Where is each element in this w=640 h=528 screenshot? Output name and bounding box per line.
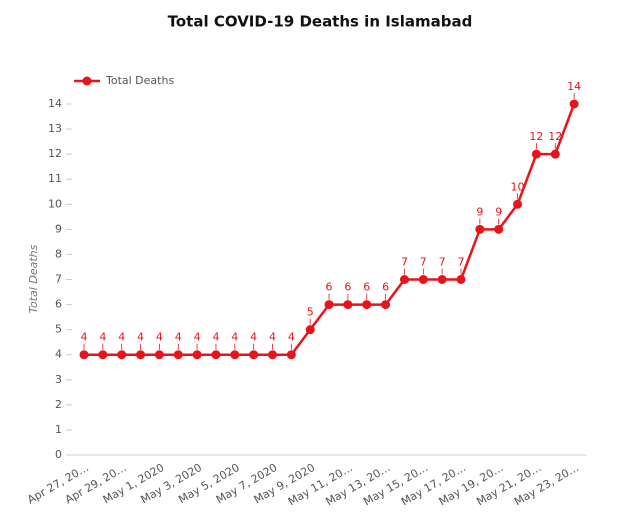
x-tick-label: May 23, 20… <box>512 461 581 508</box>
point <box>343 300 353 310</box>
point <box>324 300 334 310</box>
y-tick-label: 10 <box>48 197 62 210</box>
value-label: 10 <box>511 180 525 193</box>
point <box>136 350 146 360</box>
y-tick-label: 11 <box>48 172 62 185</box>
point <box>79 350 89 360</box>
value-label: 4 <box>175 331 182 344</box>
point <box>418 275 428 284</box>
point <box>192 350 202 360</box>
value-label: 14 <box>567 80 581 93</box>
value-label: 4 <box>212 331 219 344</box>
value-label: 4 <box>250 331 257 344</box>
value-label: 6 <box>326 281 333 294</box>
point <box>249 350 259 360</box>
y-tick-label: 4 <box>55 348 62 361</box>
chart-title: Total COVID-19 Deaths in Islamabad <box>168 13 473 31</box>
point <box>569 99 579 109</box>
value-label: 4 <box>81 331 88 344</box>
y-tick-label: 3 <box>55 373 62 386</box>
point <box>437 275 447 284</box>
point <box>362 300 372 310</box>
y-tick-label: 1 <box>55 423 62 436</box>
legend-marker <box>82 76 92 86</box>
y-tick-label: 7 <box>55 273 62 286</box>
y-tick-label: 2 <box>55 398 62 411</box>
value-label: 5 <box>307 306 314 319</box>
point <box>494 224 504 234</box>
point <box>211 350 221 360</box>
y-tick-label: 12 <box>48 147 62 160</box>
point <box>456 275 466 284</box>
point <box>268 350 277 360</box>
value-label: 7 <box>458 256 465 269</box>
point <box>550 149 560 159</box>
value-label: 9 <box>476 205 483 218</box>
value-label: 6 <box>363 281 370 294</box>
point <box>305 325 315 335</box>
point <box>154 350 164 360</box>
value-label: 4 <box>156 331 163 344</box>
legend-label: Total Deaths <box>105 74 174 87</box>
value-label: 4 <box>194 331 201 344</box>
y-tick-label: 0 <box>55 448 62 461</box>
y-tick-label: 13 <box>48 122 62 135</box>
point <box>230 350 240 360</box>
y-tick-label: 14 <box>48 97 62 110</box>
y-tick-label: 8 <box>55 247 62 260</box>
point <box>117 350 127 360</box>
point <box>173 350 183 360</box>
y-tick-label: 5 <box>55 323 62 336</box>
point <box>531 149 541 159</box>
value-label: 12 <box>548 130 562 143</box>
value-label: 4 <box>137 331 144 344</box>
value-label: 6 <box>382 281 389 294</box>
point <box>286 350 296 360</box>
y-axis-label: Total Deaths <box>27 244 40 313</box>
value-label: 7 <box>439 256 446 269</box>
value-label: 9 <box>495 205 502 218</box>
value-label: 4 <box>231 331 238 344</box>
y-tick-label: 9 <box>55 222 62 235</box>
value-label: 12 <box>529 130 543 143</box>
point <box>475 224 485 234</box>
point <box>513 199 523 209</box>
value-label: 4 <box>288 331 295 344</box>
value-label: 4 <box>118 331 125 344</box>
value-label: 7 <box>401 256 408 269</box>
value-label: 4 <box>99 331 106 344</box>
y-tick-label: 6 <box>55 298 62 311</box>
point <box>381 300 391 310</box>
value-label: 4 <box>269 331 276 344</box>
value-label: 7 <box>420 256 427 269</box>
value-label: 6 <box>344 281 351 294</box>
point <box>399 275 409 284</box>
point <box>98 350 108 360</box>
